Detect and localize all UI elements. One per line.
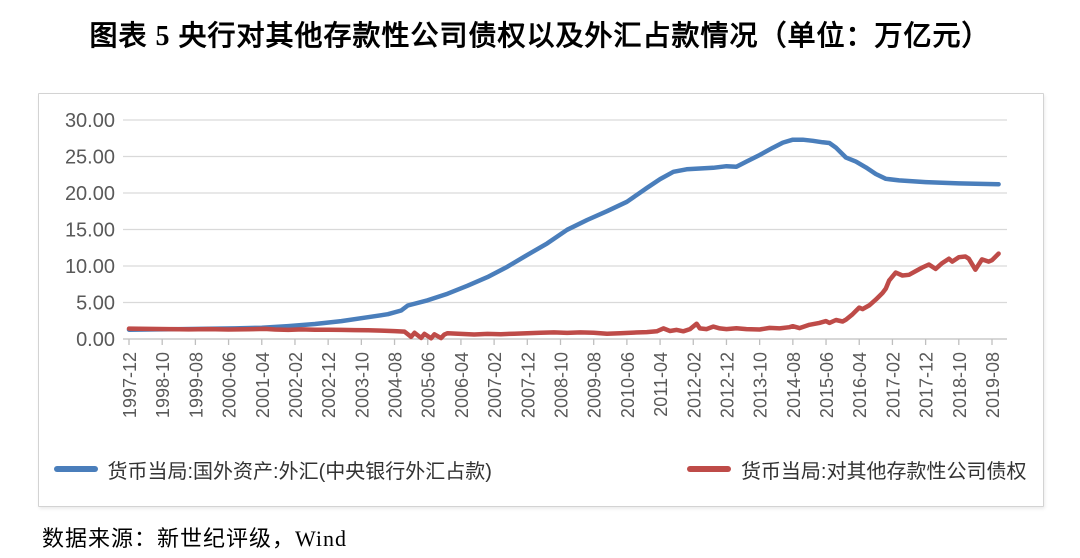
fx-series-line-icon bbox=[53, 466, 98, 472]
svg-text:1999-08: 1999-08 bbox=[186, 352, 206, 418]
legend-label-fx: 货币当局:国外资产:外汇(中央银行外汇占款) bbox=[107, 460, 492, 483]
svg-text:2000-06: 2000-06 bbox=[220, 352, 240, 418]
svg-text:0.00: 0.00 bbox=[76, 329, 115, 351]
svg-text:2015-06: 2015-06 bbox=[817, 352, 837, 418]
svg-text:1998-10: 1998-10 bbox=[153, 352, 173, 418]
svg-text:2002-12: 2002-12 bbox=[319, 352, 339, 418]
svg-text:2010-06: 2010-06 bbox=[618, 352, 638, 418]
claims-series-line-icon bbox=[686, 466, 731, 472]
svg-text:2012-02: 2012-02 bbox=[684, 352, 704, 418]
svg-text:2019-08: 2019-08 bbox=[983, 352, 1003, 418]
chart-legend: 货币当局:国外资产:外汇(中央银行外汇占款) 货币当局:对其他存款性公司债权 bbox=[39, 446, 1041, 492]
svg-text:15.00: 15.00 bbox=[65, 220, 115, 242]
svg-text:10.00: 10.00 bbox=[65, 256, 115, 278]
figure-title: 图表 5 央行对其他存款性公司债权以及外汇占款情况（单位：万亿元） bbox=[89, 21, 991, 52]
svg-text:2007-12: 2007-12 bbox=[518, 352, 538, 418]
svg-text:2014-08: 2014-08 bbox=[784, 352, 804, 418]
svg-text:2011-04: 2011-04 bbox=[651, 352, 671, 417]
svg-text:2003-10: 2003-10 bbox=[352, 352, 372, 418]
svg-text:2005-06: 2005-06 bbox=[419, 352, 439, 418]
svg-text:2008-10: 2008-10 bbox=[552, 352, 572, 418]
svg-text:2012-12: 2012-12 bbox=[717, 352, 737, 418]
line-chart: 0.00 5.00 10.00 15.00 20.00 25.00 30.00 1997-12… bbox=[65, 110, 1007, 418]
svg-text:2002-02: 2002-02 bbox=[286, 352, 306, 418]
svg-text:2001-04: 2001-04 bbox=[253, 352, 273, 418]
data-source: 数据来源：新世纪评级，Wind bbox=[42, 526, 347, 551]
svg-text:2009-08: 2009-08 bbox=[585, 352, 605, 418]
svg-text:2006-04: 2006-04 bbox=[452, 352, 472, 418]
svg-text:2017-12: 2017-12 bbox=[917, 352, 937, 418]
legend-item-fx: 货币当局:国外资产:外汇(中央银行外汇占款) bbox=[53, 455, 492, 484]
svg-text:25.00: 25.00 bbox=[65, 147, 115, 169]
svg-text:2016-04: 2016-04 bbox=[850, 352, 870, 418]
legend-label-claims: 货币当局:对其他存款性公司债权 bbox=[740, 460, 1027, 483]
chart-container: 0.00 5.00 10.00 15.00 20.00 25.00 30.00 1997-12… bbox=[38, 93, 1044, 507]
svg-text:30.00: 30.00 bbox=[65, 110, 115, 132]
svg-text:5.00: 5.00 bbox=[76, 293, 115, 315]
svg-text:2013-10: 2013-10 bbox=[751, 352, 771, 418]
svg-text:2017-02: 2017-02 bbox=[883, 352, 903, 418]
svg-text:20.00: 20.00 bbox=[65, 183, 115, 205]
svg-text:1997-12: 1997-12 bbox=[120, 352, 140, 418]
svg-text:2004-08: 2004-08 bbox=[386, 352, 406, 418]
svg-text:2018-10: 2018-10 bbox=[950, 352, 970, 418]
legend-item-claims: 货币当局:对其他存款性公司债权 bbox=[686, 455, 1027, 484]
svg-text:2007-02: 2007-02 bbox=[485, 352, 505, 418]
